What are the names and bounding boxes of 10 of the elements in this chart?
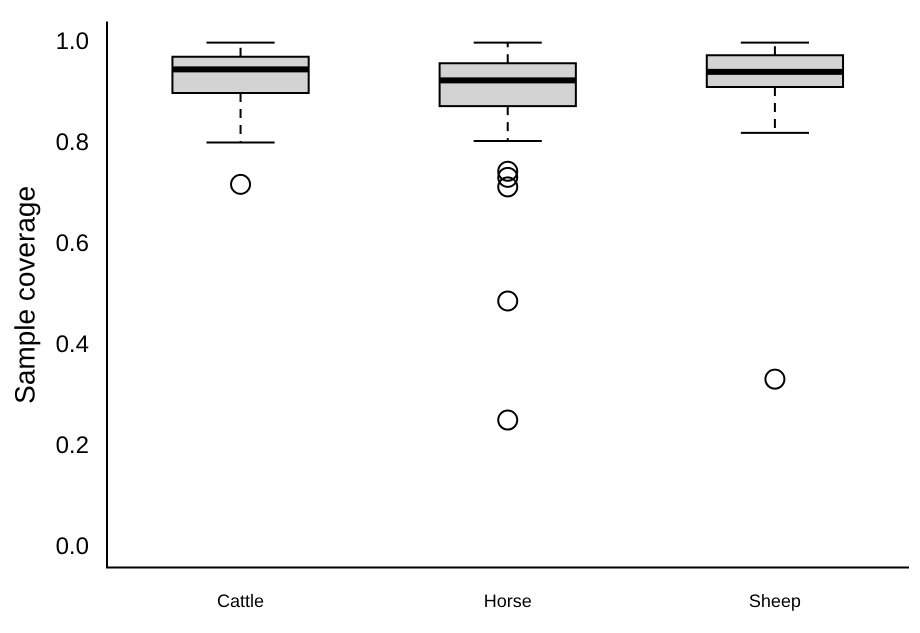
x-tick-label: Horse [484,591,532,612]
y-tick-label: 0.8 [56,129,89,156]
x-tick-label: Cattle [217,591,264,612]
y-tick-label: 0.6 [56,230,89,258]
y-tick-label: 0.0 [56,532,89,560]
y-tick-label: 0.2 [56,432,89,459]
y-axis-title: Sample coverage [10,186,41,404]
x-tick-label: Sheep [748,591,801,612]
y-tick-label: 0.4 [56,330,89,358]
y-tick-label: 1.0 [56,28,89,56]
